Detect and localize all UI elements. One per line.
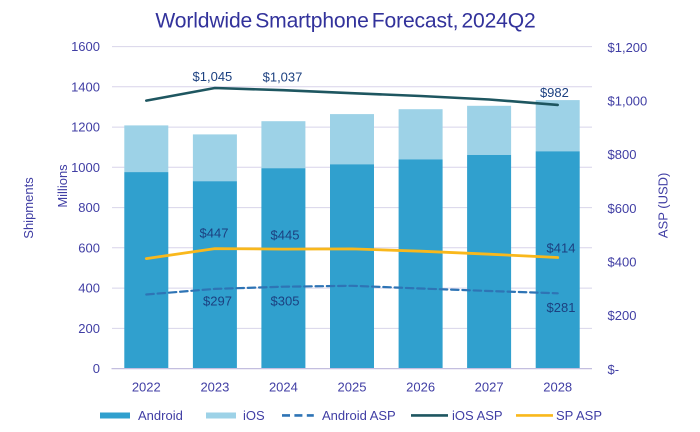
svg-text:2022: 2022 bbox=[132, 379, 161, 394]
svg-text:$600: $600 bbox=[608, 201, 637, 216]
svg-text:1000: 1000 bbox=[71, 160, 100, 175]
svg-text:2027: 2027 bbox=[475, 379, 504, 394]
svg-text:Worldwide Smartphone Forecast,: Worldwide Smartphone Forecast, 2024Q2 bbox=[155, 10, 535, 33]
svg-text:Android: Android bbox=[138, 408, 183, 423]
svg-text:$800: $800 bbox=[608, 147, 637, 162]
svg-text:2024: 2024 bbox=[269, 379, 298, 394]
svg-text:$281: $281 bbox=[547, 300, 576, 315]
svg-text:400: 400 bbox=[78, 281, 100, 296]
svg-text:1400: 1400 bbox=[71, 79, 100, 94]
svg-text:800: 800 bbox=[78, 200, 100, 215]
svg-text:$305: $305 bbox=[271, 294, 300, 309]
svg-text:$414: $414 bbox=[547, 240, 576, 255]
svg-text:0: 0 bbox=[93, 361, 100, 376]
svg-text:2026: 2026 bbox=[406, 379, 435, 394]
svg-text:Shipments: Shipments bbox=[21, 177, 36, 239]
svg-text:$400: $400 bbox=[608, 255, 637, 270]
svg-text:2028: 2028 bbox=[543, 379, 572, 394]
svg-text:$1,045: $1,045 bbox=[193, 69, 233, 84]
svg-text:$-: $- bbox=[608, 362, 620, 377]
svg-text:Millions: Millions bbox=[55, 164, 70, 208]
svg-text:$1,200: $1,200 bbox=[608, 40, 648, 55]
svg-text:iOS ASP: iOS ASP bbox=[452, 408, 503, 423]
svg-text:$297: $297 bbox=[203, 294, 232, 309]
svg-text:1600: 1600 bbox=[71, 39, 100, 54]
svg-text:200: 200 bbox=[78, 321, 100, 336]
svg-text:Android ASP: Android ASP bbox=[322, 408, 396, 423]
svg-text:$1,037: $1,037 bbox=[263, 70, 303, 85]
svg-text:$200: $200 bbox=[608, 308, 637, 323]
svg-text:$447: $447 bbox=[200, 225, 229, 240]
svg-text:$1,000: $1,000 bbox=[608, 94, 648, 109]
svg-text:SP ASP: SP ASP bbox=[556, 408, 602, 423]
svg-text:2023: 2023 bbox=[200, 379, 229, 394]
svg-text:iOS: iOS bbox=[243, 408, 265, 423]
svg-text:2025: 2025 bbox=[338, 379, 367, 394]
svg-text:ASP (USD): ASP (USD) bbox=[656, 173, 671, 239]
svg-text:$445: $445 bbox=[271, 228, 300, 243]
svg-text:600: 600 bbox=[78, 240, 100, 255]
svg-text:$982: $982 bbox=[540, 85, 569, 100]
svg-text:1200: 1200 bbox=[71, 120, 100, 135]
